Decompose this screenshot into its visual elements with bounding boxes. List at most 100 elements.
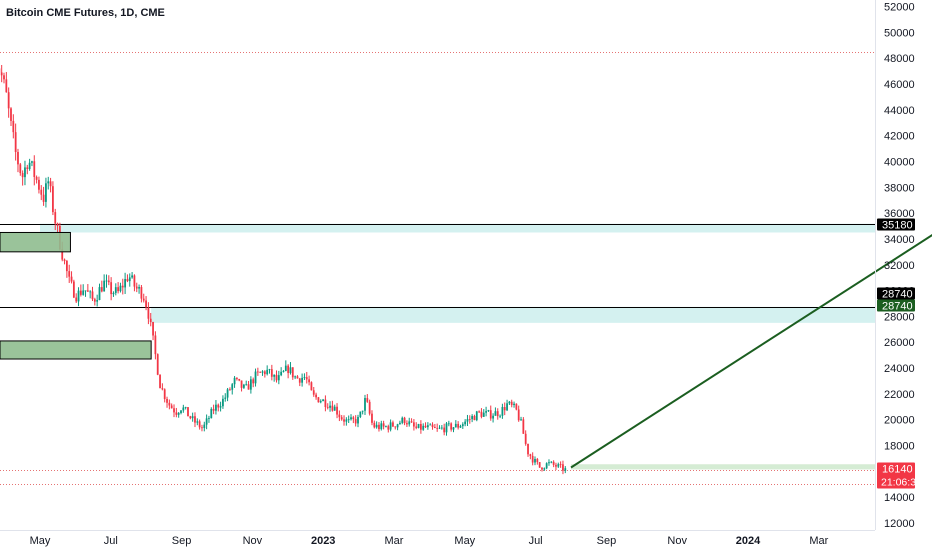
time-axis[interactable]: May Jul Sep Nov 2023 Mar May Jul Sep Nov 2024 Mar <box>30 535 829 547</box>
time-tick-label: Nov <box>667 535 687 547</box>
candle <box>357 414 359 428</box>
candle <box>513 401 515 408</box>
candle <box>0 65 3 83</box>
price-tick-label: 48000 <box>884 53 915 65</box>
candle <box>415 422 418 430</box>
candle <box>389 419 392 432</box>
candle <box>492 413 494 423</box>
candle <box>382 420 385 430</box>
price-tick-label: 22000 <box>884 389 915 401</box>
candle <box>336 403 338 419</box>
candle <box>124 272 127 294</box>
candle <box>403 416 406 426</box>
candle <box>128 273 131 287</box>
candle <box>401 416 404 425</box>
candle <box>84 290 87 297</box>
candle <box>464 419 467 427</box>
candle <box>550 461 553 464</box>
candle <box>35 175 38 184</box>
candle <box>215 400 217 415</box>
candle <box>399 420 401 425</box>
candle <box>319 399 322 404</box>
candle <box>557 462 560 468</box>
candle <box>229 387 231 391</box>
trend-arrow[interactable] <box>570 225 932 469</box>
candle <box>166 396 168 408</box>
price-tag[interactable]: 28740 <box>877 299 915 313</box>
candle <box>233 376 236 388</box>
candle <box>303 373 306 381</box>
candle <box>180 410 182 415</box>
candle <box>163 388 166 403</box>
candle <box>289 362 292 375</box>
candle <box>350 414 352 421</box>
price-tick-label: 24000 <box>884 363 915 375</box>
candle <box>238 378 241 382</box>
candle <box>103 274 106 292</box>
candle <box>252 377 255 388</box>
candle <box>24 160 26 186</box>
rectangle-drawing-1[interactable] <box>0 340 152 360</box>
candle <box>277 370 280 385</box>
candle <box>242 383 245 389</box>
candle <box>531 452 534 466</box>
candle <box>429 423 432 426</box>
price-tick-label: 50000 <box>884 27 915 39</box>
time-tick-label: Jul <box>529 535 543 547</box>
candle <box>284 360 287 372</box>
candle <box>40 185 43 201</box>
candle <box>478 410 481 414</box>
candle <box>487 409 490 412</box>
candle <box>147 302 150 325</box>
candle <box>121 278 124 295</box>
candle <box>329 401 331 412</box>
candle <box>105 274 108 288</box>
candle <box>203 421 206 432</box>
candle <box>131 272 133 279</box>
rectangle-drawing-0[interactable] <box>0 231 71 253</box>
candle <box>3 72 5 84</box>
price-tag[interactable]: 35180 <box>877 218 915 232</box>
candle <box>317 396 320 403</box>
candle <box>280 367 283 377</box>
candle <box>506 399 508 412</box>
candle <box>168 399 171 410</box>
candle <box>347 415 350 424</box>
price-tag[interactable]: 28740 <box>877 287 915 301</box>
candle <box>340 415 343 421</box>
countdown-label: 21:06:34 <box>881 477 922 489</box>
candle <box>161 383 164 391</box>
candle <box>475 410 478 422</box>
candle <box>21 170 24 186</box>
candle <box>552 460 555 468</box>
time-tick-label: Jul <box>104 535 118 547</box>
candle <box>543 467 546 471</box>
candle <box>529 453 532 460</box>
candle <box>247 380 250 390</box>
candle <box>33 155 36 186</box>
candle <box>378 422 380 432</box>
candle <box>70 271 73 284</box>
candle <box>79 284 82 297</box>
candle <box>184 406 187 410</box>
price-axis[interactable]: 1200014000160001800020000220002400026000… <box>884 2 915 531</box>
price-tag-label: 35180 <box>882 220 913 232</box>
candle <box>331 400 334 412</box>
candle <box>538 462 541 468</box>
candle <box>368 399 371 416</box>
candle <box>503 402 506 416</box>
time-tick-label: Mar <box>809 535 828 547</box>
time-tick-label: Sep <box>172 535 192 547</box>
candle <box>77 287 80 307</box>
candle <box>536 457 539 465</box>
candle <box>89 290 92 299</box>
candle <box>54 208 57 231</box>
candle <box>443 423 446 436</box>
candle <box>275 370 278 383</box>
candle <box>205 414 208 430</box>
candle <box>461 422 464 430</box>
candle <box>468 415 471 424</box>
